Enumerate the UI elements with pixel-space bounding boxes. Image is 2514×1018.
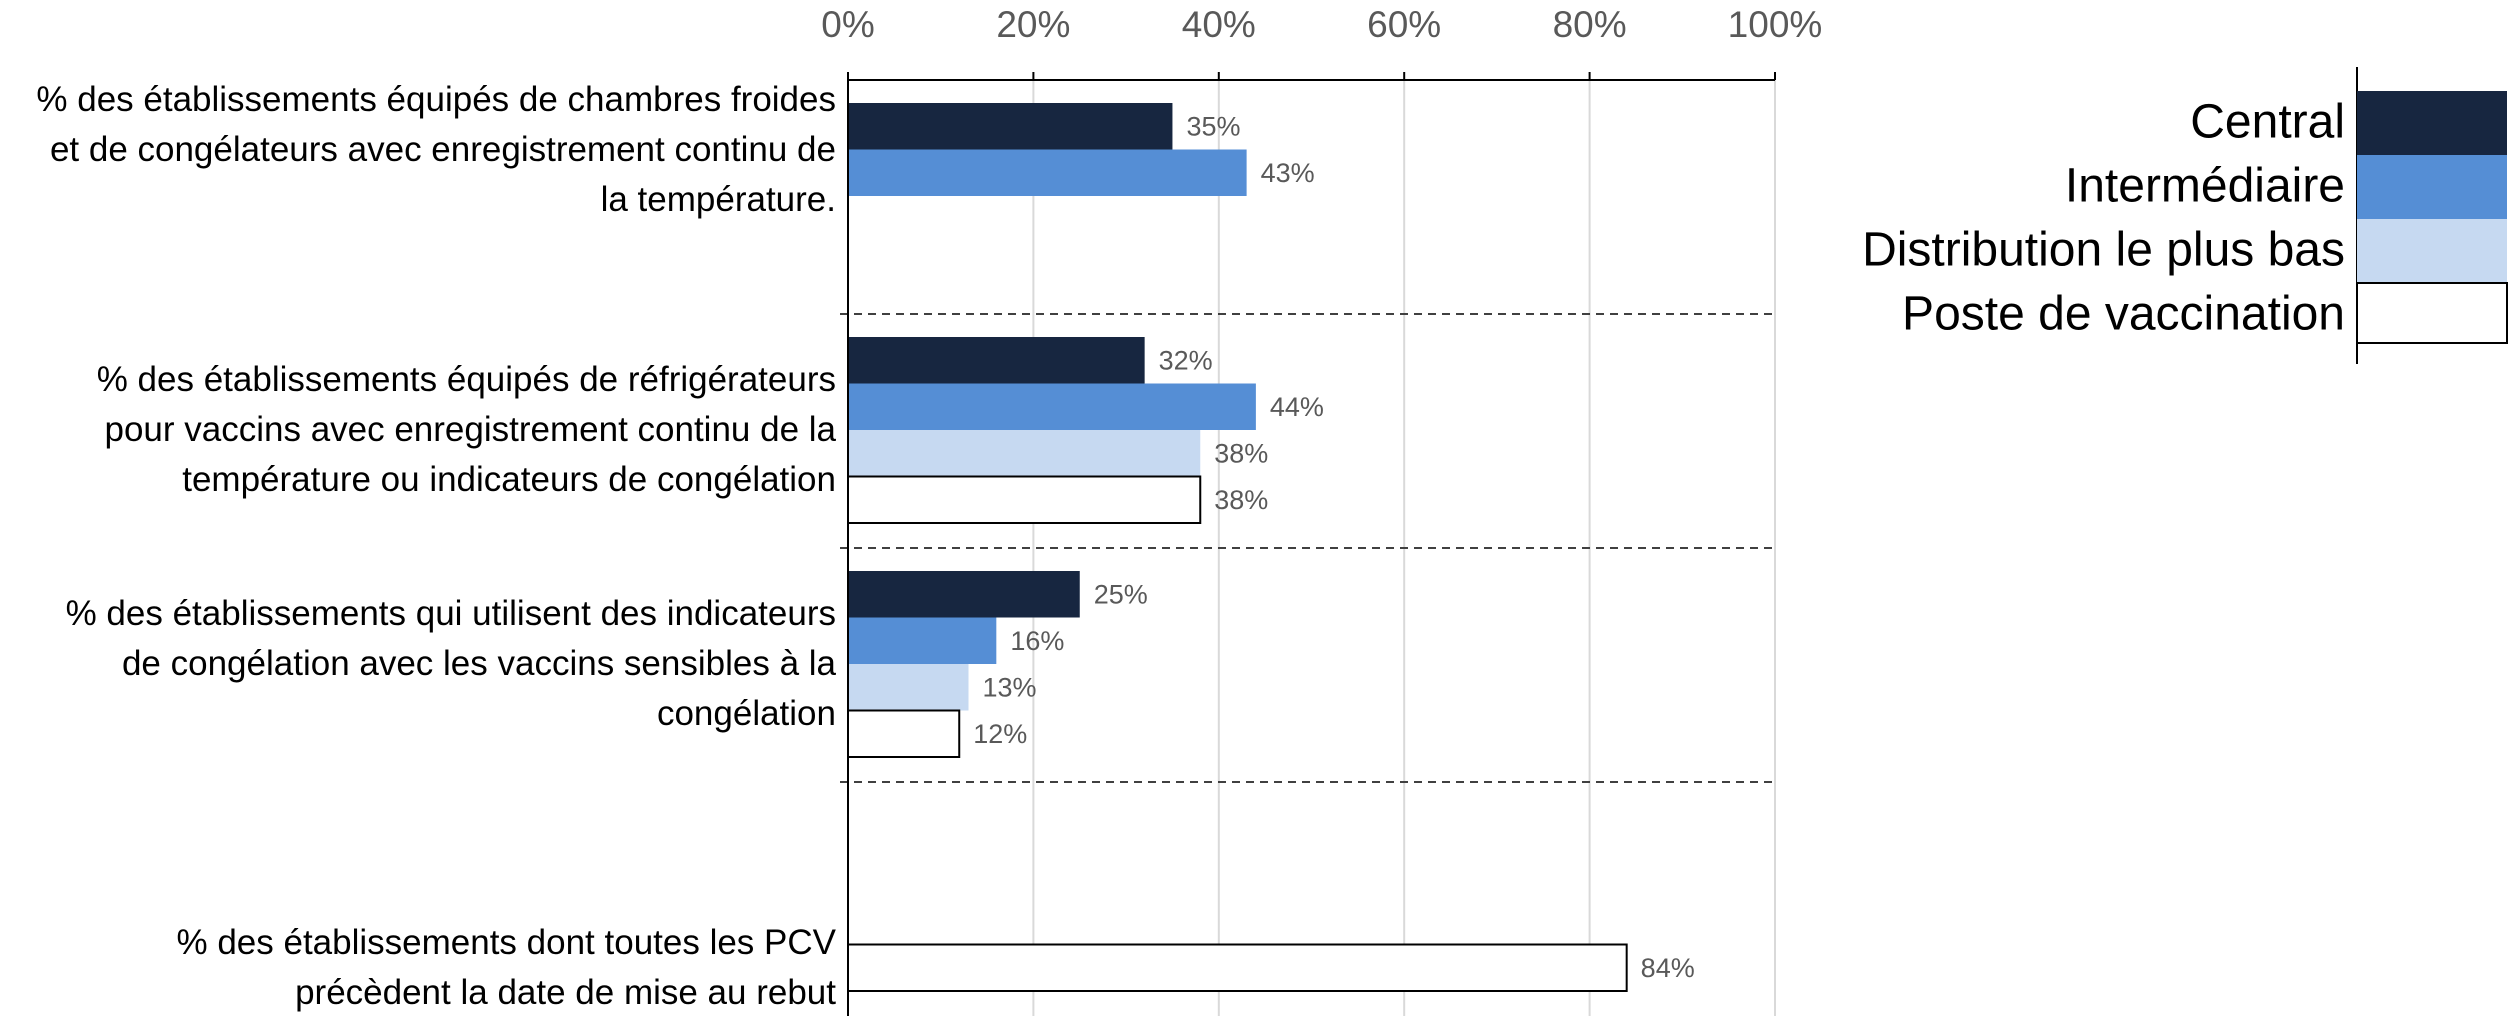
bar xyxy=(848,430,1201,477)
category-label: % des établissements équipés de réfrigér… xyxy=(96,360,836,499)
x-tick-label: 60% xyxy=(1367,4,1441,45)
bar xyxy=(848,149,1247,196)
x-tick-label: 0% xyxy=(821,4,874,45)
bar xyxy=(848,383,1256,430)
category-label: % des établissements équipés de chambres… xyxy=(36,79,836,219)
legend-label: Poste de vaccination xyxy=(1902,288,2345,341)
category-label: % des établissements dont toutes les PCV… xyxy=(176,922,836,1012)
data-label: 43% xyxy=(1261,158,1315,188)
legend-label: Central xyxy=(2190,96,2345,149)
bar xyxy=(847,475,1202,524)
bar xyxy=(848,337,1145,384)
bar xyxy=(848,617,997,664)
data-label: 84% xyxy=(1641,953,1695,983)
data-label: 32% xyxy=(1159,345,1213,375)
legend-swatch xyxy=(2356,282,2508,344)
x-tick-label: 100% xyxy=(1728,4,1823,45)
data-label: 44% xyxy=(1270,392,1324,422)
data-label: 25% xyxy=(1094,579,1148,609)
x-tick-label: 40% xyxy=(1182,4,1256,45)
data-label: 16% xyxy=(1010,626,1064,656)
category-label: % des établissements qui utilisent des i… xyxy=(65,594,836,733)
data-label: 13% xyxy=(983,672,1037,702)
legend-swatch xyxy=(2357,155,2507,219)
legend-label: Distribution le plus bas xyxy=(1862,224,2345,277)
bar xyxy=(847,943,1628,992)
bar xyxy=(847,709,961,758)
bar xyxy=(848,664,969,711)
data-label: 35% xyxy=(1186,111,1240,141)
bar xyxy=(848,571,1080,618)
data-label: 38% xyxy=(1214,485,1268,515)
legend-swatch xyxy=(2357,219,2507,283)
legend-swatch xyxy=(2357,91,2507,155)
data-label: 12% xyxy=(973,719,1027,749)
bar xyxy=(848,103,1173,150)
legend-label: Intermédiaire xyxy=(2065,160,2345,213)
data-label: 38% xyxy=(1214,438,1268,468)
x-tick-label: 20% xyxy=(996,4,1070,45)
x-tick-label: 80% xyxy=(1553,4,1627,45)
